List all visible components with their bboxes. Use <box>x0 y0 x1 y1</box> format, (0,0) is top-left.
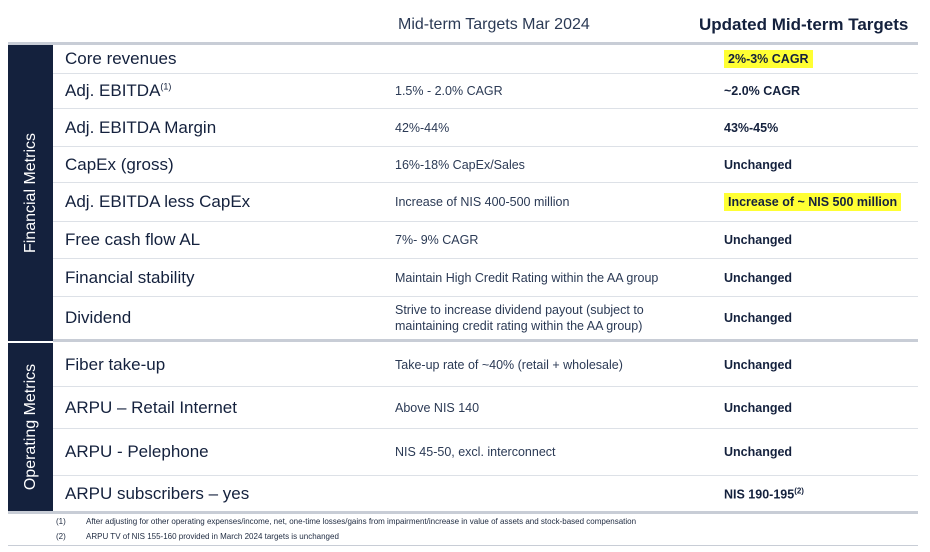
table-row: Adj. EBITDA Margin 42%-44% 43%-45% <box>53 109 918 147</box>
metric-label: CapEx (gross) <box>65 154 174 174</box>
metric-label: Free cash flow AL <box>65 230 201 249</box>
updated-value: Unchanged <box>724 400 793 415</box>
footnote-ref: (1) <box>160 81 172 92</box>
updated-value: Unchanged <box>724 311 793 325</box>
highlight-marker: 2%-3% CAGR <box>724 50 813 68</box>
section-label-financial: Financial Metrics <box>21 132 39 254</box>
metric-label: ARPU – Retail Internet <box>65 397 237 417</box>
mid-term-value: NIS 45-50, excl. interconnect <box>395 445 556 459</box>
footnote-ref: (2) <box>794 485 804 495</box>
footer-divider <box>8 545 918 546</box>
table-row: Fiber take-up Take-up rate of ~40% (reta… <box>53 343 918 387</box>
mid-term-value: 42%-44% <box>395 120 450 135</box>
updated-value: Increase of ~ NIS 500 million <box>724 193 902 211</box>
footnote-text: After adjusting for other operating expe… <box>86 517 637 526</box>
metric-label: ARPU - Pelephone <box>65 442 209 461</box>
table-row: Adj. EBITDA(1) 1.5% - 2.0% CAGR ~2.0% CA… <box>53 74 918 109</box>
metric-label: Core revenues <box>65 49 177 68</box>
highlight-marker: Increase of ~ NIS 500 million <box>724 193 902 211</box>
table-row: ARPU - Pelephone NIS 45-50, excl. interc… <box>53 429 918 476</box>
header-mid-term-targets: Mid-term Targets Mar 2024 <box>398 16 590 33</box>
footnote-number: (1) <box>56 517 66 526</box>
table-row: Dividend Strive to increase dividend pay… <box>53 297 918 342</box>
updated-value: Unchanged <box>724 270 793 285</box>
sidebar-financial-metrics: Financial Metrics <box>8 45 53 341</box>
mid-term-value: Above NIS 140 <box>395 400 480 415</box>
updated-value: Unchanged <box>724 233 793 247</box>
updated-value: 2%-3% CAGR <box>724 50 813 68</box>
table-header: Mid-term Targets Mar 2024 Updated Mid-te… <box>0 0 930 44</box>
updated-value: ~2.0% CAGR <box>724 84 801 98</box>
updated-value: NIS 190-195(2) <box>724 485 804 502</box>
section-label-operating: Operating Metrics <box>21 363 39 491</box>
footnote-number: (2) <box>56 532 66 541</box>
header-updated-targets: Updated Mid-term Targets <box>699 15 909 34</box>
table-row: ARPU subscribers – yes NIS 190-195(2) <box>53 476 918 511</box>
table-row: Financial stability Maintain High Credit… <box>53 259 918 297</box>
sidebar-operating-metrics: Operating Metrics <box>8 343 53 511</box>
mid-term-value: Strive to increase dividend payout (subj… <box>395 303 644 333</box>
mid-term-value: Maintain High Credit Rating within the A… <box>395 270 659 285</box>
metric-label: ARPU subscribers – yes <box>65 483 250 503</box>
footnote-text: ARPU TV of NIS 155-160 provided in March… <box>86 532 339 541</box>
updated-value: 43%-45% <box>724 120 779 135</box>
mid-term-value: 7%- 9% CAGR <box>395 233 479 247</box>
mid-term-value: Take-up rate of ~40% (retail + wholesale… <box>395 357 623 372</box>
footnote: (2) ARPU TV of NIS 155-160 provided in Ma… <box>56 532 339 541</box>
table-row: Core revenues 2%-3% CAGR <box>53 45 918 74</box>
table-row: CapEx (gross) 16%-18% CapEx/Sales Unchan… <box>53 147 918 183</box>
updated-value: Unchanged <box>724 445 793 459</box>
metric-label: Financial stability <box>65 267 195 287</box>
metric-label: Dividend <box>65 308 132 327</box>
updated-value: Unchanged <box>724 357 793 372</box>
header-divider <box>8 42 918 45</box>
footnote: (1) After adjusting for other operating e… <box>56 517 636 526</box>
table-row: Adj. EBITDA less CapEx Increase of NIS 4… <box>53 183 918 222</box>
table-row: Free cash flow AL 7%- 9% CAGR Unchanged <box>53 222 918 259</box>
table-row: ARPU – Retail Internet Above NIS 140 Unc… <box>53 387 918 429</box>
mid-term-value: 16%-18% CapEx/Sales <box>395 157 525 172</box>
metric-label: Adj. EBITDA(1) <box>65 81 172 100</box>
mid-term-value: Increase of NIS 400-500 million <box>395 195 570 209</box>
metric-label: Adj. EBITDA less CapEx <box>65 192 251 211</box>
metric-label: Adj. EBITDA Margin <box>65 117 217 137</box>
table-bottom-divider <box>8 511 918 514</box>
sidebar-separator <box>8 341 53 343</box>
mid-term-value: 1.5% - 2.0% CAGR <box>395 84 503 98</box>
updated-value: Unchanged <box>724 157 793 172</box>
metric-label: Fiber take-up <box>65 354 166 374</box>
